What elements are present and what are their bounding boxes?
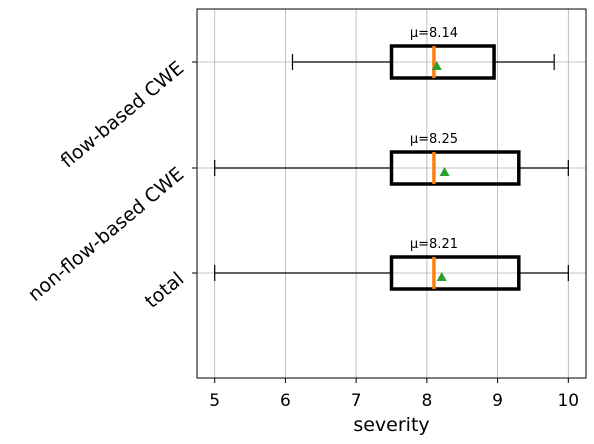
box-rect <box>389 44 496 80</box>
x-tick-label: 6 <box>280 391 291 411</box>
box-item: μ=8.14 <box>291 26 555 80</box>
x-axis-title: severity <box>353 414 429 436</box>
box-rect <box>389 150 521 186</box>
x-tick-label: 8 <box>421 391 432 411</box>
x-tick-label: 10 <box>557 391 579 411</box>
mean-marker <box>431 61 442 70</box>
mean-marker <box>436 272 447 281</box>
mean-marker <box>439 167 450 176</box>
box-item: μ=8.25 <box>214 132 569 186</box>
mean-label: μ=8.14 <box>410 26 458 41</box>
x-tick-label: 7 <box>351 391 362 411</box>
category-label: flow-based CWE <box>57 57 189 172</box>
box-plot-series: μ=8.14 μ=8.25 μ=8.21 <box>214 26 569 291</box>
x-tick-label: 9 <box>492 391 503 411</box>
x-tick-label: 5 <box>209 391 220 411</box>
mean-label: μ=8.25 <box>410 132 458 147</box>
box-rect <box>389 255 521 291</box>
x-axis-ticks: 5 6 7 8 9 10 <box>209 378 579 411</box>
plot-frame <box>196 8 587 379</box>
category-label: total <box>141 268 188 313</box>
box-item: μ=8.21 <box>214 237 569 291</box>
mean-label: μ=8.21 <box>410 237 458 252</box>
